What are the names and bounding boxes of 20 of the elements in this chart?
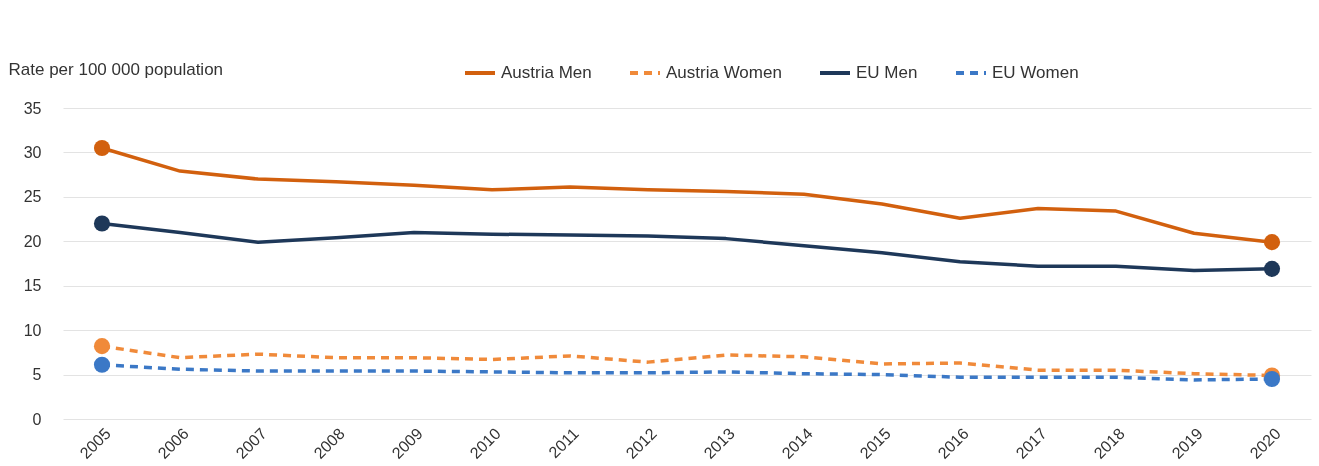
y-axis-title: Rate per 100 000 population [8,59,224,79]
y-tick-label: 20 [23,232,42,250]
y-tick-label: 0 [32,410,42,428]
y-tick-label: 35 [23,99,42,117]
y-tick-label: 25 [23,188,42,206]
y-tick-label: 10 [23,321,42,339]
point [1263,260,1281,277]
point [1263,234,1281,251]
point [93,215,111,232]
y-tick-label: 30 [23,143,42,161]
point [93,338,111,355]
legend-label: Austria Women [666,63,782,82]
point [1263,370,1281,388]
legend-label: Austria Men [501,63,592,82]
legend-label: EU Men [856,63,918,82]
y-tick-label: 15 [23,277,42,295]
point [93,356,111,373]
y-tick-label: 5 [32,366,42,384]
point [93,139,111,157]
legend-label: EU Women [992,63,1079,82]
